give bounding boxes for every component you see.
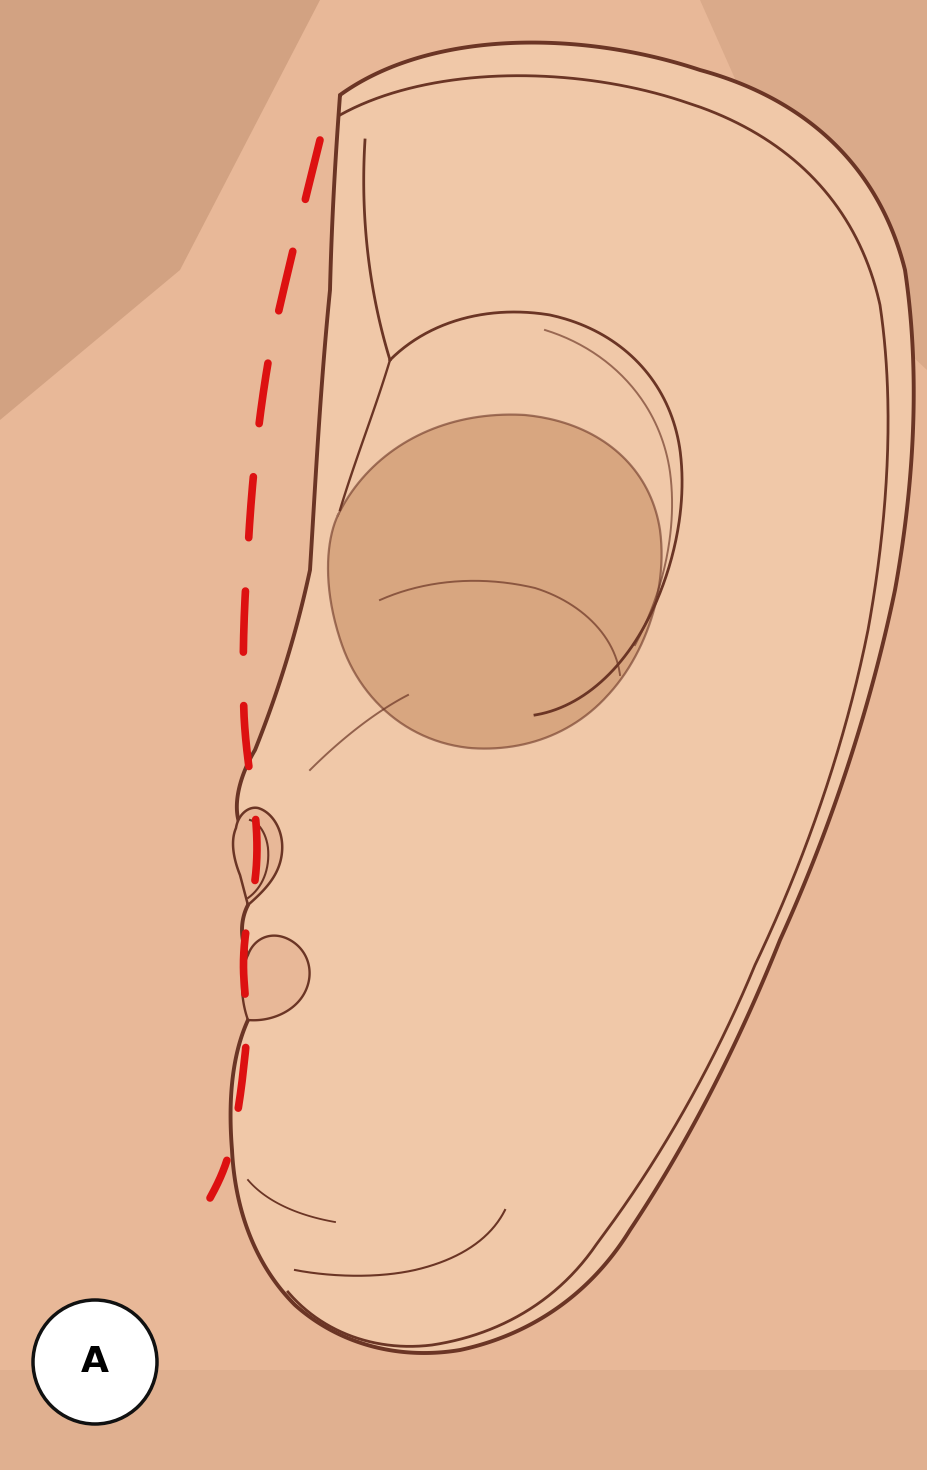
Text: A: A bbox=[81, 1345, 109, 1379]
Polygon shape bbox=[328, 415, 662, 748]
Polygon shape bbox=[0, 0, 320, 420]
Polygon shape bbox=[231, 43, 914, 1352]
Polygon shape bbox=[700, 0, 927, 370]
Polygon shape bbox=[233, 807, 282, 906]
Polygon shape bbox=[0, 1370, 927, 1470]
Circle shape bbox=[33, 1299, 157, 1424]
Polygon shape bbox=[242, 935, 310, 1020]
